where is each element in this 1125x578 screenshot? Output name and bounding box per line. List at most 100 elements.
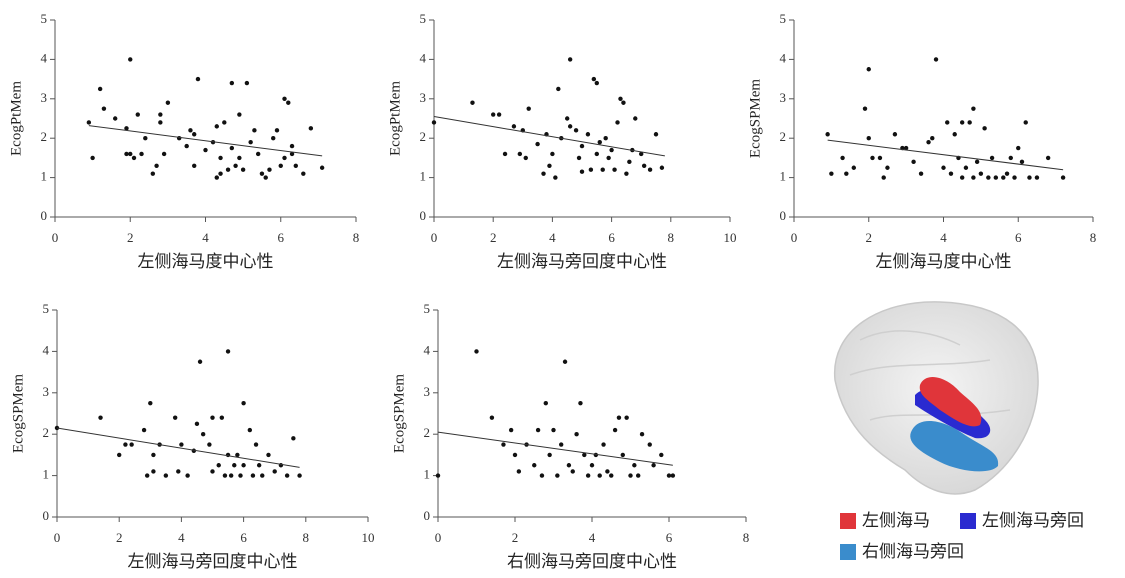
point	[253, 442, 259, 447]
point	[829, 171, 834, 176]
point	[647, 442, 652, 447]
fit-line	[88, 125, 323, 157]
point	[176, 469, 181, 474]
point	[124, 126, 129, 131]
y-tick-label: 2	[41, 129, 48, 144]
point	[247, 427, 253, 433]
point	[562, 359, 568, 364]
x-tick-label: 8	[303, 530, 310, 545]
x-axis-label: 左侧海马度中心性	[138, 252, 274, 271]
point	[870, 155, 875, 161]
x-tick-label: 2	[116, 530, 123, 545]
point	[150, 171, 156, 176]
point	[240, 167, 246, 172]
point	[151, 469, 156, 474]
x-tick-label: 8	[668, 230, 675, 245]
y-tick-label: 3	[424, 384, 431, 399]
point	[547, 452, 552, 458]
point	[539, 473, 545, 478]
y-tick-label: 5	[41, 11, 48, 26]
point	[259, 171, 265, 176]
point	[508, 427, 514, 433]
point	[930, 136, 935, 141]
point	[256, 463, 262, 468]
point	[582, 452, 587, 458]
y-tick-label: 2	[43, 425, 50, 440]
point	[210, 415, 215, 420]
y-tick-label: 5	[420, 11, 427, 26]
point	[86, 120, 92, 125]
point	[597, 139, 602, 145]
point	[633, 116, 638, 121]
point	[241, 463, 246, 468]
x-tick-label: 8	[743, 530, 750, 545]
point	[609, 473, 614, 478]
point	[627, 159, 632, 165]
point	[639, 432, 645, 437]
point	[866, 136, 871, 141]
y-tick-label: 4	[780, 50, 787, 65]
point	[165, 100, 171, 105]
y-tick-label: 1	[43, 467, 50, 482]
x-tick-label: 0	[431, 230, 438, 245]
point	[844, 171, 849, 176]
point	[207, 442, 212, 447]
point	[511, 124, 517, 129]
y-tick-label: 3	[43, 384, 50, 399]
point	[197, 359, 203, 364]
y-tick-label: 1	[420, 169, 427, 184]
point	[238, 473, 243, 478]
point	[222, 120, 227, 125]
point	[203, 147, 208, 153]
y-tick-label: 4	[43, 342, 50, 357]
point	[194, 421, 200, 427]
point	[628, 473, 633, 478]
point	[502, 151, 508, 157]
x-axis-label: 右侧海马旁回度中心性	[507, 552, 677, 571]
point	[210, 469, 215, 474]
point	[237, 155, 242, 161]
point	[933, 57, 939, 62]
point	[881, 175, 886, 180]
point	[653, 132, 659, 137]
point	[151, 452, 156, 458]
point	[218, 155, 223, 161]
point	[192, 132, 197, 137]
point	[570, 469, 575, 474]
y-axis-label: EcogSPMem	[747, 79, 763, 159]
x-tick-label: 4	[178, 530, 185, 545]
point	[989, 155, 995, 161]
fit-line	[433, 116, 665, 157]
point	[123, 442, 128, 447]
point	[101, 106, 107, 111]
point	[911, 159, 916, 165]
point	[219, 415, 225, 420]
point	[567, 57, 573, 62]
point	[179, 442, 184, 447]
point	[620, 452, 625, 458]
point	[228, 473, 234, 478]
point	[229, 145, 235, 151]
point	[606, 155, 611, 161]
point	[291, 436, 296, 441]
legend-swatch	[960, 513, 976, 529]
point	[260, 473, 265, 478]
point	[603, 136, 608, 141]
point	[825, 132, 830, 137]
y-tick-label: 2	[780, 129, 787, 144]
point	[941, 165, 946, 170]
point	[892, 132, 898, 137]
point	[567, 124, 573, 129]
point	[113, 116, 118, 121]
point	[282, 155, 287, 161]
point	[591, 76, 597, 82]
point	[233, 163, 238, 168]
point	[124, 151, 129, 157]
point	[491, 112, 496, 117]
point	[576, 155, 582, 161]
x-tick-label: 2	[127, 230, 134, 245]
x-axis-label: 左侧海马度中心性	[876, 252, 1012, 271]
point	[632, 463, 637, 468]
point	[301, 171, 306, 176]
point	[541, 171, 546, 176]
